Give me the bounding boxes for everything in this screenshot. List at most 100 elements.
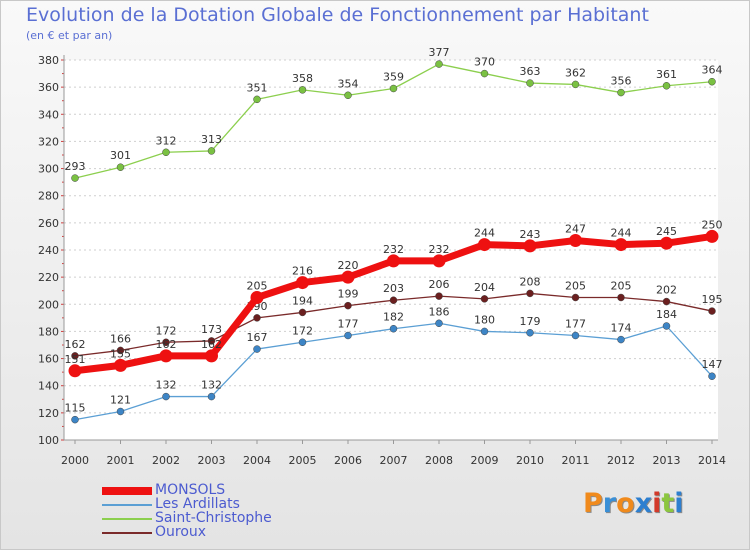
y-tick-label: 340	[38, 108, 59, 121]
x-tick-label: 2003	[198, 454, 226, 467]
data-label-monsols: 247	[565, 223, 586, 236]
data-point-monsols	[296, 276, 309, 290]
data-label-ouroux: 194	[292, 294, 313, 307]
data-point-ouroux	[571, 293, 580, 302]
data-label-les-ardillats: 179	[520, 315, 541, 328]
data-label-saint-christophe: 293	[65, 160, 86, 173]
data-point-monsols	[569, 234, 582, 247]
data-point-monsols	[250, 291, 264, 304]
data-label-saint-christophe: 370	[474, 56, 495, 69]
data-point-ouroux	[344, 301, 352, 310]
data-label-saint-christophe: 356	[611, 75, 632, 88]
data-label-monsols: 162	[201, 338, 222, 351]
data-point-les-ardillats	[617, 335, 625, 344]
data-point-saint-christophe	[435, 60, 443, 68]
data-label-monsols: 250	[702, 218, 723, 231]
data-point-les-ardillats	[708, 372, 716, 380]
data-label-les-ardillats: 177	[338, 318, 359, 331]
x-tick-label: 2000	[61, 454, 89, 467]
data-point-ouroux	[662, 297, 671, 306]
x-tick-label: 2012	[607, 454, 635, 467]
data-label-les-ardillats: 132	[156, 379, 177, 392]
x-tick-label: 2001	[107, 454, 135, 467]
data-label-les-ardillats: 121	[110, 394, 131, 407]
data-label-monsols: 243	[520, 228, 541, 241]
data-label-monsols: 205	[247, 280, 268, 293]
data-point-ouroux	[435, 292, 443, 300]
data-point-monsols	[523, 239, 537, 253]
x-tick-label: 2006	[334, 454, 362, 467]
data-point-monsols	[432, 254, 446, 268]
logo-letter: x	[634, 488, 653, 519]
data-point-les-ardillats	[207, 392, 216, 401]
data-label-saint-christophe: 313	[201, 133, 222, 146]
y-tick-label: 200	[38, 298, 59, 311]
data-label-ouroux: 199	[338, 288, 359, 301]
data-point-saint-christophe	[526, 79, 534, 87]
data-point-saint-christophe	[480, 69, 489, 78]
logo-letter: o	[616, 488, 635, 519]
data-point-monsols	[341, 270, 355, 284]
data-point-les-ardillats	[526, 329, 534, 337]
data-label-ouroux: 162	[65, 338, 86, 351]
data-point-les-ardillats	[480, 327, 489, 336]
data-point-monsols	[114, 358, 127, 372]
data-point-les-ardillats	[116, 407, 125, 416]
legend-label-monsols: MONSOLS	[155, 482, 226, 498]
y-tick-label: 320	[38, 135, 59, 148]
data-label-saint-christophe: 354	[338, 77, 359, 90]
x-tick-label: 2005	[289, 454, 317, 467]
data-point-les-ardillats	[662, 322, 671, 330]
data-label-ouroux: 202	[656, 284, 677, 297]
data-point-ouroux	[708, 307, 716, 315]
data-label-saint-christophe: 364	[702, 64, 723, 77]
legend-swatch-ouroux	[102, 532, 152, 534]
data-point-ouroux	[71, 352, 79, 360]
data-label-ouroux: 195	[702, 293, 723, 306]
legend-label-saint-christophe: Saint-Christophe	[155, 510, 272, 526]
x-tick-label: 2008	[425, 454, 453, 467]
y-tick-label: 360	[38, 81, 59, 94]
y-tick-label: 380	[38, 54, 59, 67]
data-label-saint-christophe: 363	[520, 65, 541, 78]
y-tick-label: 120	[38, 407, 59, 420]
data-point-saint-christophe	[207, 147, 216, 155]
data-label-les-ardillats: 132	[201, 379, 222, 392]
data-point-les-ardillats	[389, 324, 398, 333]
data-label-monsols: 244	[474, 227, 495, 240]
data-label-ouroux: 204	[474, 281, 495, 294]
data-label-saint-christophe: 351	[247, 81, 268, 94]
proxiti-logo: Proxiti	[583, 488, 684, 519]
x-tick-label: 2014	[698, 454, 726, 467]
data-point-les-ardillats	[298, 338, 307, 347]
data-point-les-ardillats	[571, 331, 580, 340]
legend-swatch-saint-christophe	[102, 518, 152, 520]
data-point-monsols	[205, 349, 218, 363]
data-label-saint-christophe: 362	[565, 66, 586, 79]
y-tick-label: 180	[38, 325, 59, 338]
data-label-les-ardillats: 177	[565, 318, 586, 331]
logo-letter: r	[602, 488, 617, 519]
data-label-saint-christophe: 358	[292, 72, 313, 85]
data-point-monsols	[387, 254, 400, 268]
chart-subtitle: (en € et par an)	[26, 29, 113, 42]
logo-letter: P	[583, 488, 603, 519]
x-tick-label: 2010	[516, 454, 544, 467]
data-point-monsols	[660, 236, 673, 250]
data-label-les-ardillats: 184	[656, 308, 677, 321]
data-label-les-ardillats: 115	[65, 402, 86, 415]
data-point-saint-christophe	[298, 86, 307, 94]
data-label-les-ardillats: 174	[611, 322, 632, 335]
x-tick-label: 2002	[152, 454, 180, 467]
data-point-ouroux	[617, 293, 625, 302]
legend-swatch-les-ardillats	[102, 504, 152, 506]
data-point-saint-christophe	[662, 82, 671, 90]
data-label-monsols: 232	[429, 243, 450, 256]
x-tick-label: 2004	[243, 454, 271, 467]
data-label-ouroux: 203	[383, 282, 404, 295]
data-point-saint-christophe	[71, 174, 79, 182]
data-label-saint-christophe: 312	[156, 134, 177, 147]
data-label-saint-christophe: 301	[110, 149, 131, 162]
data-label-monsols: 162	[156, 338, 177, 351]
data-label-ouroux: 173	[201, 323, 222, 336]
